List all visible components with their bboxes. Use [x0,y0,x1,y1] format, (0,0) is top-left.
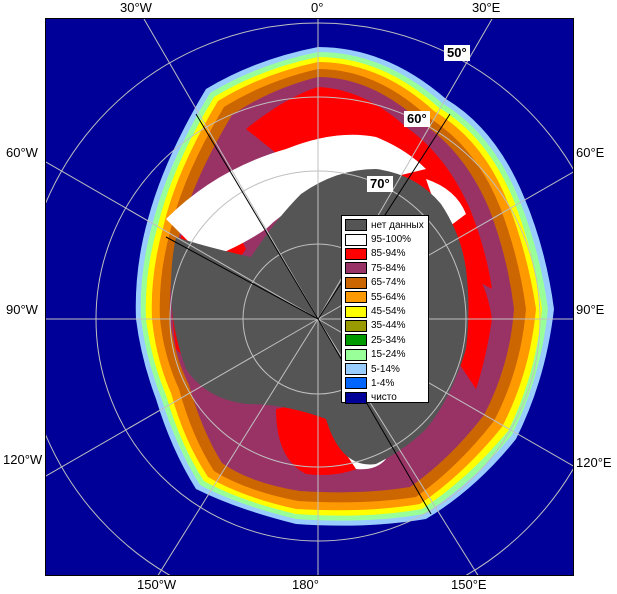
ice-white-weddell [166,134,426,259]
legend-entry: чисто [345,391,428,405]
legend-entry: 1-4% [345,376,428,390]
legend-label: 55-64% [371,291,406,303]
legend-entry: 55-64% [345,290,428,304]
legend-entry: 75-84% [345,261,428,275]
legend-swatch [345,219,367,232]
lon-label-120e: 120°E [576,455,612,470]
legend-entry: нет данных [345,218,428,232]
legend-label: 85-94% [371,248,406,260]
legend-swatch [345,305,367,318]
legend-swatch [345,233,367,246]
legend-label: 5-14% [371,363,400,375]
ice-white-east [426,179,466,229]
sector-lines [165,113,451,515]
legend-label: 75-84% [371,262,406,274]
legend-entry: 95-100% [345,232,428,246]
legend-entry: 65-74% [345,276,428,290]
legend-swatch [345,377,367,390]
legend-entry: 15-24% [345,348,428,362]
lat-label-70: 70° [367,176,393,192]
legend-entry: 85-94% [345,247,428,261]
legend-label: нет данных [371,219,424,231]
lon-label-180: 180° [292,577,319,592]
lat-label-60: 60° [404,111,430,127]
legend-label: чисто [371,392,397,404]
lon-label-0: 0° [311,0,324,15]
legend-entry: 5-14% [345,362,428,376]
legend-label: 25-34% [371,334,406,346]
legend-entry: 25-34% [345,333,428,347]
legend-swatch [345,247,367,260]
lon-label-150e: 150°E [451,577,487,592]
legend-entry: 35-44% [345,319,428,333]
lon-label-150w: 150°W [137,577,177,592]
legend-swatch [345,391,367,404]
lon-label-60e: 60°E [576,145,605,160]
lon-label-90w: 90°W [6,302,38,317]
legend-swatch [345,291,367,304]
lon-label-30e: 30°E [472,0,501,15]
lon-label-90e: 90°E [576,302,605,317]
legend-swatch [345,262,367,275]
legend-swatch [345,334,367,347]
legend-label: 15-24% [371,349,406,361]
legend-swatch [345,363,367,376]
legend-entry: 45-54% [345,304,428,318]
legend-swatch [345,276,367,289]
legend-label: 95-100% [371,234,412,246]
lon-label-30w: 30°W [120,0,152,15]
lon-label-60w: 60°W [6,145,38,160]
legend: нет данных 95-100% 85-94% 75-84% 65-74% 55-64… [341,215,429,405]
legend-swatch [345,319,367,332]
legend-label: 1-4% [371,377,395,389]
legend-swatch [345,348,367,361]
legend-label: 65-74% [371,277,406,289]
map-svg [46,19,573,575]
lon-label-120w: 120°W [3,452,43,467]
sea-ice-map [45,18,574,576]
lat-label-50: 50° [444,45,470,61]
legend-label: 45-54% [371,306,406,318]
legend-label: 35-44% [371,320,406,332]
